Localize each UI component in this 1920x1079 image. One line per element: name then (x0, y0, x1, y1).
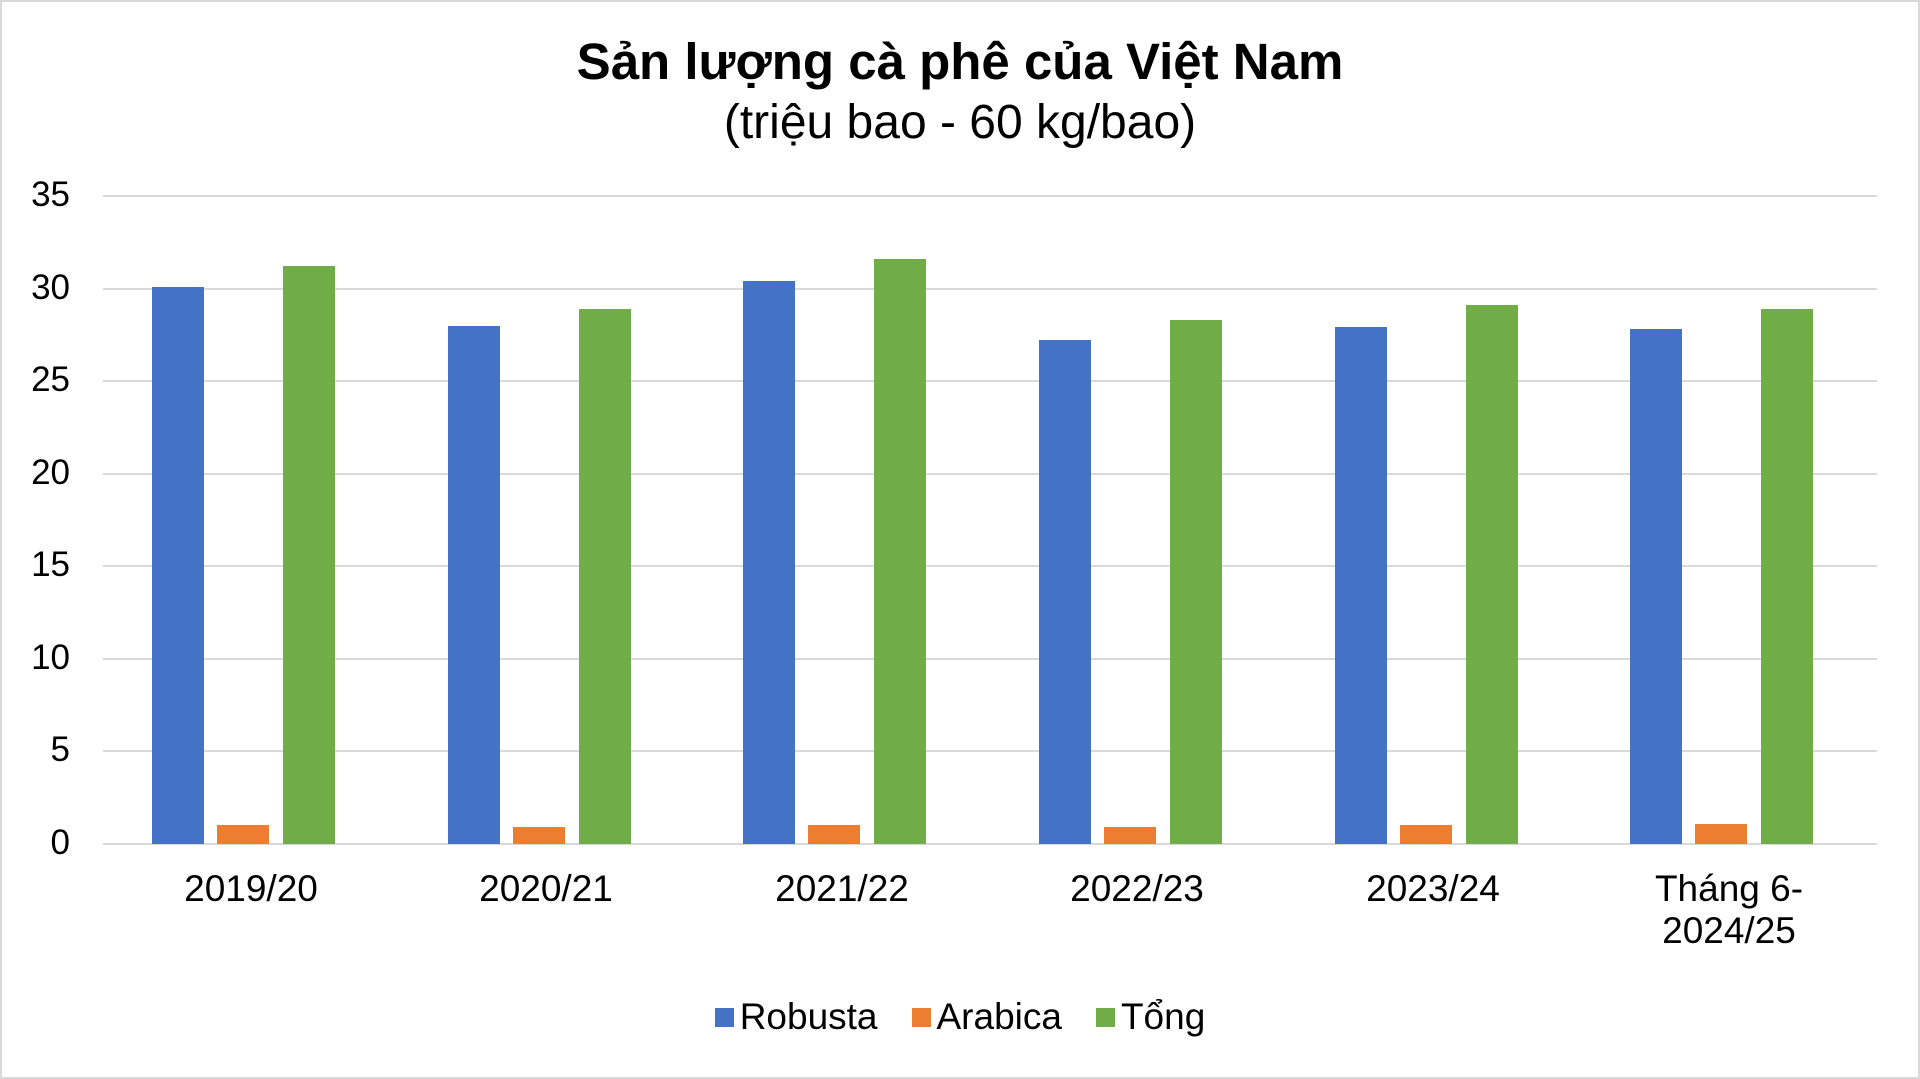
bar-arabica[interactable] (808, 825, 861, 844)
legend-item-arabica[interactable]: Arabica (911, 996, 1062, 1038)
bar-robusta[interactable] (151, 286, 204, 844)
chart-subtitle: (triệu bao - 60 kg/bao) (723, 96, 1197, 149)
bar-tổng[interactable] (282, 266, 335, 844)
bar-tổng[interactable] (874, 258, 927, 844)
y-tick-label: 30 (31, 267, 70, 307)
gridline (103, 843, 1877, 845)
y-tick-label: 25 (31, 360, 70, 400)
x-tick-label: 2021/22 (775, 868, 909, 909)
bar-robusta[interactable] (1334, 327, 1387, 844)
x-tick-label: 2023/24 (1366, 868, 1500, 909)
bar-robusta[interactable] (743, 281, 796, 844)
legend-swatch-icon (1095, 1007, 1115, 1027)
legend-swatch-icon (911, 1007, 931, 1027)
bar-arabica[interactable] (1399, 825, 1452, 844)
legend-label: Arabica (936, 996, 1062, 1037)
gridline (103, 380, 1877, 383)
bar-tổng[interactable] (1169, 320, 1222, 844)
y-tick-label: 15 (31, 545, 70, 585)
bar-tổng[interactable] (578, 308, 631, 844)
bar-tổng[interactable] (1465, 305, 1518, 844)
y-tick-label: 20 (31, 452, 70, 492)
x-tick-label-line1: Tháng 6- (1654, 868, 1804, 909)
bar-robusta[interactable] (1038, 340, 1091, 844)
bar-arabica[interactable] (216, 825, 269, 844)
legend: Robusta Arabica Tổng (0, 996, 1920, 1038)
x-tick-label-line2: 2024/25 (1662, 910, 1796, 951)
y-tick-label: 35 (31, 175, 70, 214)
bar-arabica[interactable] (1103, 827, 1156, 844)
gridline (103, 750, 1877, 753)
bar-robusta[interactable] (447, 325, 500, 844)
legend-item-robusta[interactable]: Robusta (714, 996, 878, 1038)
bar-arabica[interactable] (512, 827, 565, 844)
gridline (103, 287, 1877, 290)
gridline (103, 195, 1877, 197)
y-tick-label: 5 (50, 730, 70, 770)
bar-tổng[interactable] (1761, 308, 1814, 844)
gridline (103, 565, 1877, 568)
legend-swatch-icon (714, 1007, 734, 1027)
bar-arabica[interactable] (1695, 823, 1748, 844)
legend-label: Tổng (1120, 996, 1206, 1037)
y-tick-label: 0 (50, 823, 70, 862)
x-tick-label: Tháng 6- 2024/25 (1609, 868, 1849, 952)
legend-label: Robusta (739, 996, 878, 1037)
chart-title: Sản lượng cà phê của Việt Nam (576, 33, 1344, 90)
x-tick-label: 2019/20 (184, 868, 318, 909)
bar-robusta[interactable] (1630, 329, 1683, 844)
gridline (103, 472, 1877, 475)
legend-item-tong[interactable]: Tổng (1095, 996, 1206, 1038)
x-tick-label: 2022/23 (1070, 868, 1204, 909)
gridline (103, 657, 1877, 660)
y-tick-label: 10 (31, 637, 70, 677)
x-tick-label: 2020/21 (479, 868, 613, 909)
